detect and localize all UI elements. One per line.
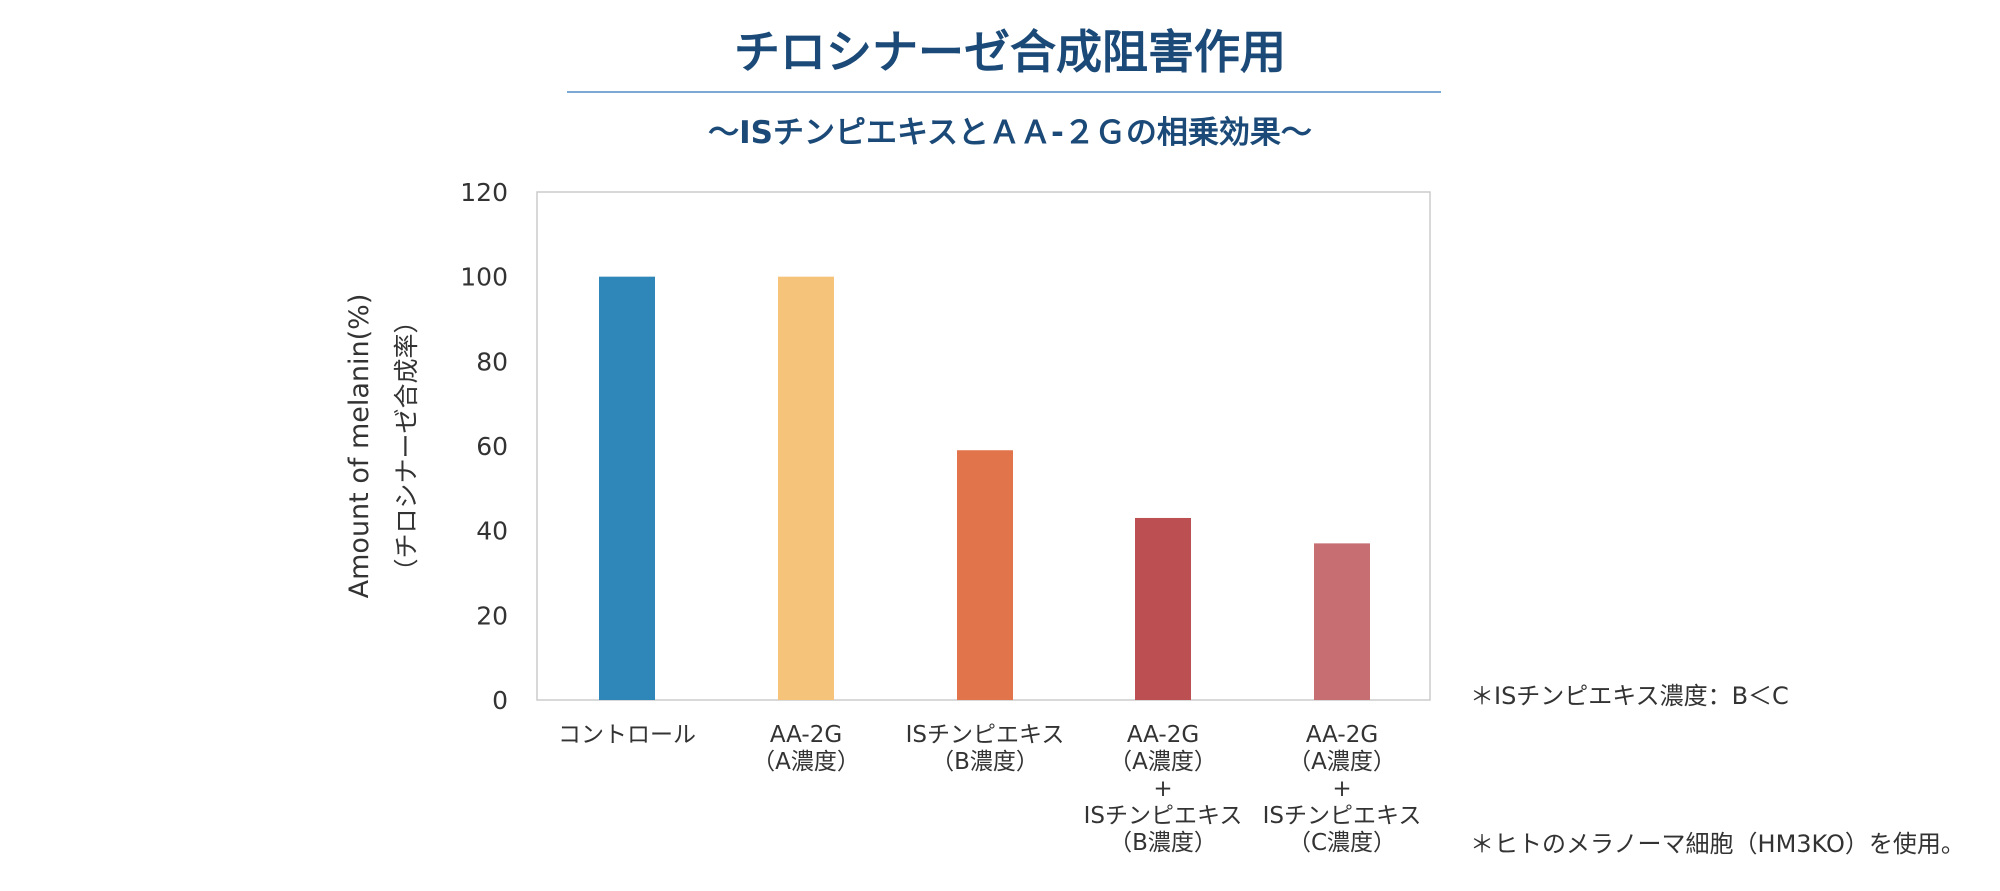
category-label: （C濃度） bbox=[1288, 830, 1396, 856]
category-label: AA-2G bbox=[770, 722, 842, 748]
category-label: （A濃度） bbox=[1109, 749, 1217, 775]
bars bbox=[599, 276, 1370, 700]
bar bbox=[599, 276, 655, 700]
category-label: （B濃度） bbox=[931, 749, 1039, 775]
category-label: コントロール bbox=[558, 722, 696, 748]
category-labels: コントロール AA-2G（A濃度）ISチンピエキス（B濃度）AA-2G（A濃度）+… bbox=[558, 722, 1421, 856]
chart-subtitle: ～ISチンピエキスとＡＡ-２Ｇの相乗効果～ bbox=[708, 115, 1312, 151]
bar bbox=[778, 276, 834, 700]
category-label: （A濃度） bbox=[1288, 749, 1396, 775]
chart-title: チロシナーゼ合成阻害作用 bbox=[734, 25, 1286, 79]
category-label: （A濃度） bbox=[752, 749, 860, 775]
category-label: AA-2G bbox=[1306, 722, 1378, 748]
y-tick-label: 20 bbox=[476, 601, 508, 630]
y-tick-label: 80 bbox=[476, 347, 508, 376]
note-cells: ＊ヒトのメラノーマ細胞（HM3KO）を使用。 bbox=[1470, 830, 1965, 858]
bar bbox=[1314, 543, 1370, 700]
y-axis-label-sub: （チロシナーゼ合成率） bbox=[392, 308, 421, 583]
category-label: ISチンピエキス bbox=[906, 722, 1065, 748]
y-tick-label: 120 bbox=[460, 178, 508, 207]
category-label: （B濃度） bbox=[1109, 830, 1217, 856]
bar bbox=[957, 450, 1013, 700]
y-tick-label: 60 bbox=[476, 432, 508, 461]
y-tick-label: 40 bbox=[476, 517, 508, 546]
y-tick-label: 0 bbox=[492, 686, 508, 715]
y-axis-ticks: 0 20 40 60 80 100 120 bbox=[460, 178, 508, 715]
bar bbox=[1135, 517, 1191, 700]
category-label: ISチンピエキス bbox=[1084, 803, 1243, 829]
category-label: ISチンピエキス bbox=[1263, 803, 1422, 829]
y-tick-label: 100 bbox=[460, 263, 508, 292]
category-label: AA-2G bbox=[1127, 722, 1199, 748]
category-label: + bbox=[1332, 776, 1351, 802]
category-label: + bbox=[1153, 776, 1172, 802]
y-axis-label: Amount of melanin(%) bbox=[344, 294, 375, 599]
note-concentration: ＊ISチンピエキス濃度：B＜C bbox=[1470, 682, 1789, 710]
